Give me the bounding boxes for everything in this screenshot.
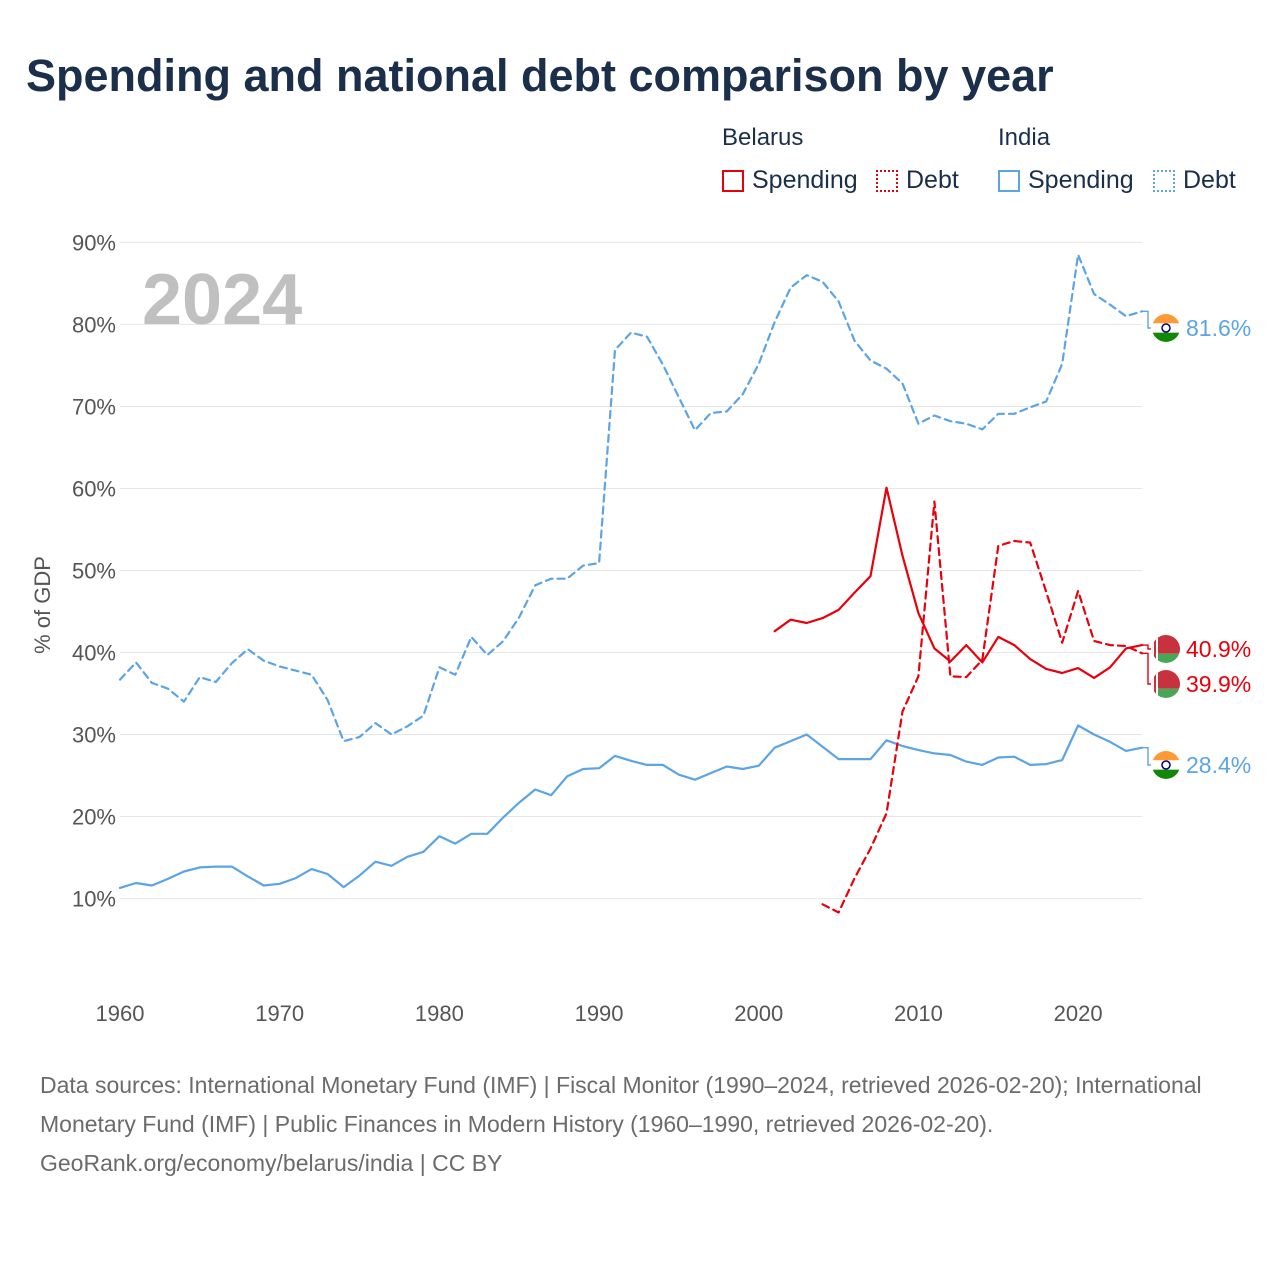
y-axis: 10% 20% 30% 40% 50% 60% 70% 80% 90% <box>72 230 116 911</box>
legend-india-spending[interactable]: Spending <box>998 166 1134 195</box>
credit-link[interactable]: GeoRank.org/economy/belarus/india | CC B… <box>40 1150 503 1176</box>
end-value-label: 39.9% <box>1186 671 1251 697</box>
legend-india-spending-label: Spending <box>1028 166 1134 194</box>
x-tick-label: 2010 <box>894 1001 943 1026</box>
x-tick-label: 2000 <box>734 1001 783 1026</box>
y-tick-label: 90% <box>72 230 116 255</box>
legend-india-debt[interactable]: Debt <box>1153 166 1236 195</box>
india-flag-icon <box>1152 314 1180 342</box>
end-value-label: 28.4% <box>1186 752 1251 778</box>
legend-belarus-debt-label: Debt <box>906 166 959 194</box>
y-axis-label: % of GDP <box>30 556 55 654</box>
y-tick-label: 20% <box>72 805 116 830</box>
chart-title: Spending and national debt comparison by… <box>26 50 1054 101</box>
x-tick-label: 1960 <box>96 1001 145 1026</box>
legend-group-belarus: Belarus <box>722 124 804 151</box>
legend-group-india: India <box>998 124 1051 151</box>
end-value-label: 81.6% <box>1186 315 1251 341</box>
series-line-belarus-debt[interactable] <box>821 500 1144 914</box>
year-watermark: 2024 <box>142 260 302 340</box>
y-tick-label: 60% <box>72 476 116 501</box>
line-chart: 10% 20% 30% 40% 50% 60% 70% 80% 90% 1960 1970 1980… <box>30 230 1251 1026</box>
series-line-india-spending[interactable] <box>118 724 1144 890</box>
belarus-flag-icon <box>1152 635 1180 663</box>
data-sources-note: Data sources: International Monetary Fun… <box>40 1072 1202 1137</box>
end-labels: 81.6% 40.9% 39.9% 28.4% <box>1142 310 1251 779</box>
y-tick-label: 80% <box>72 312 116 337</box>
legend-swatch-solid-icon <box>998 169 1020 192</box>
end-value-label: 40.9% <box>1186 636 1251 662</box>
x-tick-label: 1970 <box>255 1001 304 1026</box>
series-line-india-debt[interactable] <box>118 253 1144 743</box>
y-tick-label: 70% <box>72 394 116 419</box>
end-label-connector <box>1142 652 1151 685</box>
legend-swatch-solid-icon <box>722 169 744 192</box>
legend-belarus-spending[interactable]: Spending <box>722 166 858 195</box>
legend-belarus-debt[interactable]: Debt <box>876 166 959 195</box>
grid <box>120 241 1142 900</box>
india-flag-icon <box>1152 751 1180 779</box>
y-tick-label: 10% <box>72 887 116 912</box>
legend-swatch-dotted-icon <box>1153 169 1175 192</box>
x-tick-label: 1980 <box>415 1001 464 1026</box>
y-tick-label: 40% <box>72 641 116 666</box>
y-tick-label: 30% <box>72 723 116 748</box>
footer: Data sources: International Monetary Fun… <box>40 1066 1240 1183</box>
x-tick-label: 2020 <box>1054 1001 1103 1026</box>
series <box>118 253 1144 914</box>
end-label-connector <box>1142 310 1151 329</box>
y-tick-label: 50% <box>72 558 116 583</box>
legend-swatch-dotted-icon <box>876 169 898 192</box>
legend-belarus-spending-label: Spending <box>752 166 858 194</box>
legend-india-debt-label: Debt <box>1183 166 1236 194</box>
x-axis: 1960 1970 1980 1990 2000 2010 2020 <box>96 1001 1103 1026</box>
end-label-connector <box>1142 747 1151 766</box>
series-line-belarus-spending[interactable] <box>773 486 1144 680</box>
belarus-flag-icon <box>1152 670 1180 698</box>
end-label-connector <box>1142 644 1151 650</box>
x-tick-label: 1990 <box>575 1001 624 1026</box>
